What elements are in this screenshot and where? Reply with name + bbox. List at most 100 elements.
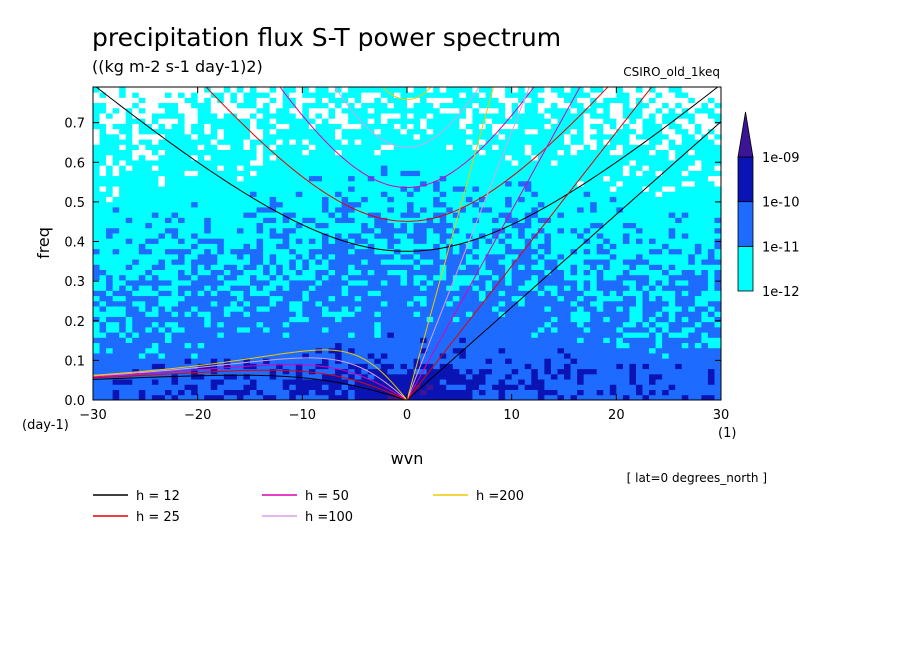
heatmap-cell <box>354 358 362 364</box>
heatmap-cell <box>354 306 362 312</box>
heatmap-cell <box>649 285 656 291</box>
heatmap-cell <box>112 253 120 260</box>
heatmap-cell <box>204 253 212 260</box>
heatmap-cell <box>204 243 212 250</box>
heatmap-cell <box>158 186 166 192</box>
heatmap-cell <box>256 290 264 297</box>
heatmap-cell <box>531 196 539 203</box>
heatmap-cell <box>400 342 408 349</box>
heatmap-cell <box>675 144 683 150</box>
heatmap-cell <box>694 243 702 250</box>
heatmap-cell <box>269 165 277 171</box>
heatmap-cell <box>164 170 172 177</box>
heatmap-cell <box>452 373 460 380</box>
heatmap-cell <box>335 149 342 156</box>
heatmap-cell <box>590 285 598 291</box>
heatmap-cell <box>276 326 284 333</box>
heatmap-cell <box>642 280 650 286</box>
heatmap-cell <box>603 139 611 145</box>
heatmap-cell <box>564 342 571 349</box>
heatmap-cell <box>276 165 284 171</box>
heatmap-cell <box>145 321 153 328</box>
heatmap-cell <box>452 264 460 270</box>
heatmap-cell <box>701 358 709 364</box>
heatmap-cell <box>250 154 257 161</box>
heatmap-cell <box>701 306 709 312</box>
heatmap-cell <box>485 191 493 197</box>
heatmap-cell <box>119 186 127 192</box>
heatmap-cell <box>236 217 244 224</box>
heatmap-cell <box>439 133 447 140</box>
heatmap-cell <box>191 337 199 344</box>
heatmap-cell <box>609 196 617 203</box>
heatmap-cell <box>125 186 133 192</box>
heatmap-cell <box>191 139 199 145</box>
heatmap-cell <box>583 379 591 385</box>
heatmap-cell <box>694 144 702 150</box>
heatmap-cell <box>446 186 454 192</box>
heatmap-cell <box>328 389 336 396</box>
heatmap-cell <box>485 280 493 286</box>
heatmap-cell <box>433 144 441 150</box>
heatmap-cell <box>132 373 140 380</box>
heatmap-cell <box>171 363 179 370</box>
heatmap-cell <box>256 326 264 333</box>
heatmap-cell <box>151 186 159 192</box>
heatmap-cell <box>655 347 663 354</box>
heatmap-cell <box>544 170 552 177</box>
heatmap-cell <box>675 358 683 364</box>
heatmap-cell <box>439 139 447 145</box>
heatmap-cell <box>315 212 323 218</box>
heatmap-cell <box>93 259 100 265</box>
heatmap-cell <box>151 165 159 171</box>
heatmap-cell <box>132 342 140 349</box>
heatmap-cell <box>393 149 401 156</box>
heatmap-cell <box>93 160 100 166</box>
heatmap-cell <box>171 358 179 364</box>
heatmap-cell <box>269 196 277 203</box>
heatmap-cell <box>681 274 689 281</box>
heatmap-cell <box>269 212 277 218</box>
heatmap-cell <box>642 186 650 192</box>
heatmap-cell <box>400 253 408 260</box>
heatmap-cell <box>524 243 532 250</box>
heatmap-cell <box>577 311 585 317</box>
heatmap-cell <box>590 373 598 380</box>
heatmap-cell <box>524 149 532 156</box>
heatmap-cell <box>250 222 257 229</box>
heatmap-cell <box>459 290 467 297</box>
heatmap-cell <box>681 217 689 224</box>
heatmap-cell <box>688 165 696 171</box>
heatmap-cell <box>171 201 179 208</box>
heatmap-cell <box>282 358 290 364</box>
heatmap-cell <box>315 394 323 400</box>
heatmap-cell <box>223 295 231 302</box>
heatmap-cell <box>106 186 114 192</box>
heatmap-cell <box>302 253 310 260</box>
heatmap-cell <box>400 217 408 224</box>
heatmap-cell <box>465 186 473 192</box>
heatmap-cell <box>112 165 120 171</box>
heatmap-cell <box>583 290 591 297</box>
heatmap-cell <box>459 285 467 291</box>
heatmap-cell <box>564 264 571 270</box>
heatmap-cell <box>178 144 185 150</box>
heatmap-cell <box>629 368 637 375</box>
heatmap-cell <box>531 285 539 291</box>
heatmap-cell <box>217 274 225 281</box>
heatmap-cell <box>707 128 715 135</box>
heatmap-cell <box>367 358 375 364</box>
heatmap-cell <box>289 201 297 208</box>
heatmap-cell <box>642 206 650 213</box>
heatmap-cell <box>315 264 323 270</box>
heatmap-cell <box>478 165 486 171</box>
heatmap-cell <box>250 139 257 145</box>
heatmap-cell <box>367 133 375 140</box>
heatmap-cell <box>354 368 362 375</box>
heatmap-cell <box>583 274 591 281</box>
heatmap-cell <box>518 233 526 239</box>
heatmap-cell <box>308 290 316 297</box>
heatmap-cell <box>125 368 133 375</box>
heatmap-cell <box>694 311 702 317</box>
heatmap-cell <box>119 384 127 390</box>
